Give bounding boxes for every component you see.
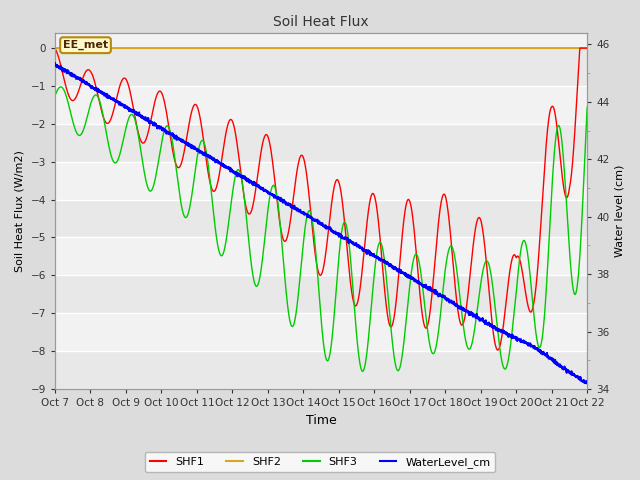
Y-axis label: Soil Heat Flux (W/m2): Soil Heat Flux (W/m2) <box>15 150 25 272</box>
Legend: SHF1, SHF2, SHF3, WaterLevel_cm: SHF1, SHF2, SHF3, WaterLevel_cm <box>145 452 495 472</box>
Bar <box>55 276 587 313</box>
Bar <box>55 351 587 389</box>
X-axis label: Time: Time <box>306 414 337 427</box>
Bar <box>55 200 587 238</box>
Bar <box>55 48 587 86</box>
Bar <box>55 124 587 162</box>
Y-axis label: Water level (cm): Water level (cm) <box>615 165 625 257</box>
Title: Soil Heat Flux: Soil Heat Flux <box>273 15 369 29</box>
Text: EE_met: EE_met <box>63 40 108 50</box>
